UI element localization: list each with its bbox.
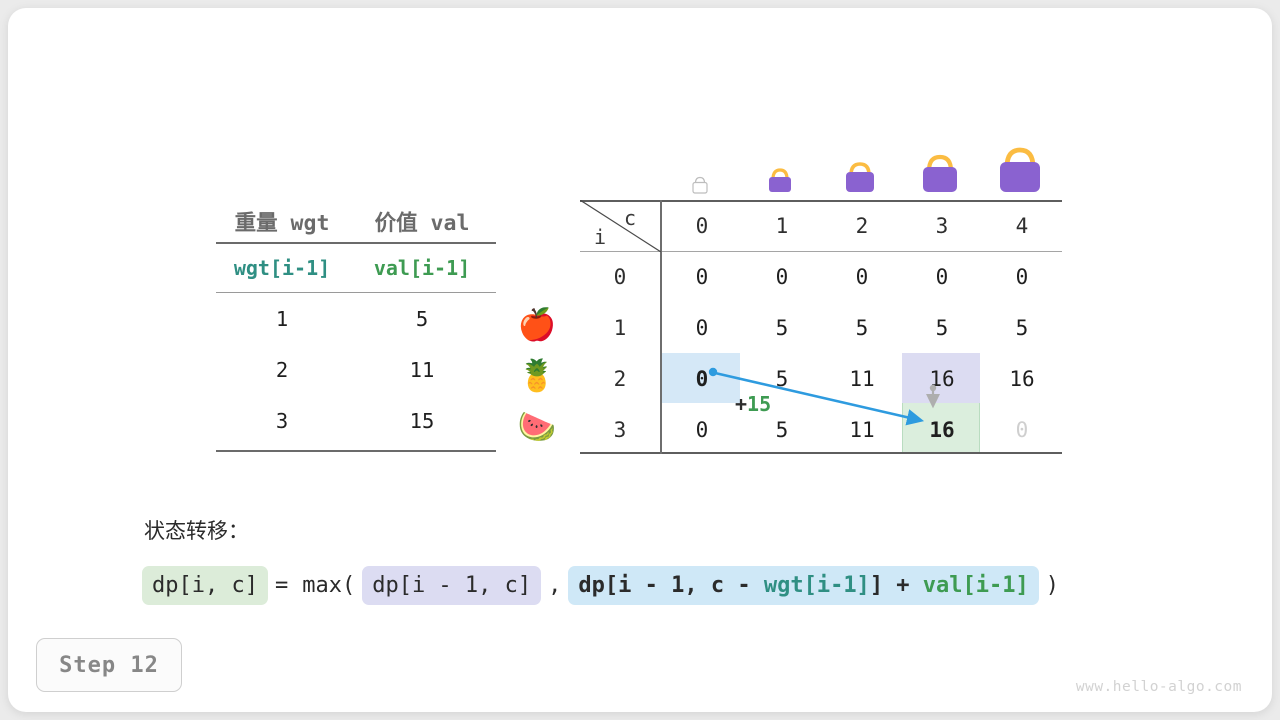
- weight-value-table: 重量 wgt 价值 val wgt[i-1] val[i-1] 1 5 2 11…: [216, 194, 496, 456]
- dp-cell-0-0: 0: [695, 265, 709, 289]
- dp-cell-3-3: 16: [929, 418, 955, 442]
- dp-cell-1-4: 5: [1015, 316, 1029, 340]
- bag-icon-capacity-1: [740, 134, 820, 194]
- dp-rule-bottom: [580, 452, 1062, 455]
- dp-cell-2-1: 5: [775, 367, 789, 391]
- dp-corner-label-c: c: [624, 206, 637, 230]
- formula-arg-skip-item: dp[i - 1, c]: [362, 566, 542, 605]
- dp-col-header-0: 0: [695, 214, 709, 238]
- pineapple-icon: 🍍: [517, 358, 557, 394]
- bag-filled-icon: [846, 162, 874, 192]
- apple-icon: 🍎: [517, 307, 557, 343]
- dp-col-header-4: 4: [1015, 214, 1029, 238]
- dp-row-header-3: 3: [613, 418, 627, 442]
- state-transition-formula: dp[i, c] = max( dp[i - 1, c] , dp[i - 1,…: [142, 566, 1066, 605]
- formula-comma: ,: [548, 573, 562, 598]
- wv-row-0-val: 5: [415, 307, 429, 331]
- formula-equals: =: [274, 573, 289, 598]
- dp-row-header-2: 2: [613, 367, 627, 391]
- bag-outline-icon: [692, 176, 708, 194]
- wv-rule-bottom: [216, 450, 496, 452]
- bag-icon-capacity-2: [820, 134, 900, 194]
- step-badge: Step 12: [36, 638, 182, 692]
- dp-table: c i 0 1 2 3 4 0 1 2 3 0 0 0 0 0 0 5 5 5 …: [580, 200, 1062, 455]
- dp-col-header-3: 3: [935, 214, 949, 238]
- dp-cell-1-1: 5: [775, 316, 789, 340]
- wv-header-value: 价值 val: [374, 211, 470, 236]
- dp-cell-2-3: 16: [929, 367, 955, 391]
- wv-header-weight: 重量 wgt: [234, 211, 330, 236]
- slide-card: 重量 wgt 价值 val wgt[i-1] val[i-1] 1 5 2 11…: [8, 8, 1272, 712]
- bag-icon-capacity-0: [660, 134, 740, 194]
- dp-cell-0-2: 0: [855, 265, 869, 289]
- dp-rule-top: [580, 200, 1062, 202]
- wv-rule-mid: [216, 292, 496, 294]
- bag-icon-row: [660, 126, 1060, 194]
- dp-cell-1-0: 0: [695, 316, 709, 340]
- dp-cell-3-0: 0: [695, 418, 709, 442]
- wv-rule-top: [216, 242, 496, 244]
- dp-col-header-1: 1: [775, 214, 789, 238]
- formula-max-close: ): [1045, 573, 1060, 598]
- dp-cell-1-3: 5: [935, 316, 949, 340]
- dp-rule-header: [580, 251, 1062, 253]
- bag-filled-icon: [1000, 147, 1040, 192]
- bag-icon-capacity-3: [900, 134, 980, 194]
- dp-row-header-0: 0: [613, 265, 627, 289]
- state-transition-caption: 状态转移：: [144, 519, 249, 543]
- wv-row-2-wgt: 3: [275, 409, 289, 433]
- formula-arg2-val: val[i-1]: [922, 573, 1029, 598]
- wv-row-0-wgt: 1: [275, 307, 289, 331]
- formula-arg2-prefix: dp[i - 1, c -: [578, 573, 764, 598]
- bag-filled-icon: [769, 168, 791, 192]
- dp-cell-3-4: 0: [1015, 418, 1029, 442]
- dp-corner-label-i: i: [594, 225, 607, 249]
- dp-cell-2-4: 16: [1009, 367, 1035, 391]
- value-added-annotation: +15: [735, 392, 771, 416]
- formula-arg-take-item: dp[i - 1, c - wgt[i-1]] + val[i-1]: [568, 566, 1039, 605]
- formula-arg2-mid: ] +: [869, 573, 923, 598]
- bag-icon-capacity-4: [980, 134, 1060, 194]
- dp-cell-1-2: 5: [855, 316, 869, 340]
- wv-index-val: val[i-1]: [373, 256, 471, 280]
- formula-lhs: dp[i, c]: [142, 566, 268, 605]
- plus-sign: +: [735, 392, 748, 416]
- added-value: 15: [747, 392, 772, 416]
- wv-index-wgt: wgt[i-1]: [233, 256, 331, 280]
- watermelon-icon: 🍉: [517, 409, 557, 445]
- dp-cell-0-1: 0: [775, 265, 789, 289]
- dp-cell-2-0: 0: [695, 367, 709, 391]
- dp-col-header-2: 2: [855, 214, 869, 238]
- dp-cell-3-1: 5: [775, 418, 789, 442]
- dp-row-header-1: 1: [613, 316, 627, 340]
- wv-row-1-wgt: 2: [275, 358, 289, 382]
- dp-corner-diagonal: [580, 200, 661, 252]
- formula-arg2-wgt: wgt[i-1]: [763, 573, 870, 598]
- formula-max-open: max(: [302, 573, 356, 598]
- dp-cell-3-2: 11: [849, 418, 875, 442]
- dp-cell-0-4: 0: [1015, 265, 1029, 289]
- dp-vertical-divider: [660, 200, 662, 454]
- site-watermark: www.hello-algo.com: [1075, 679, 1242, 695]
- wv-row-2-val: 15: [409, 409, 435, 433]
- dp-cell-0-3: 0: [935, 265, 949, 289]
- bag-filled-icon: [923, 154, 957, 192]
- dp-cell-2-2: 11: [849, 367, 875, 391]
- wv-row-1-val: 11: [409, 358, 435, 382]
